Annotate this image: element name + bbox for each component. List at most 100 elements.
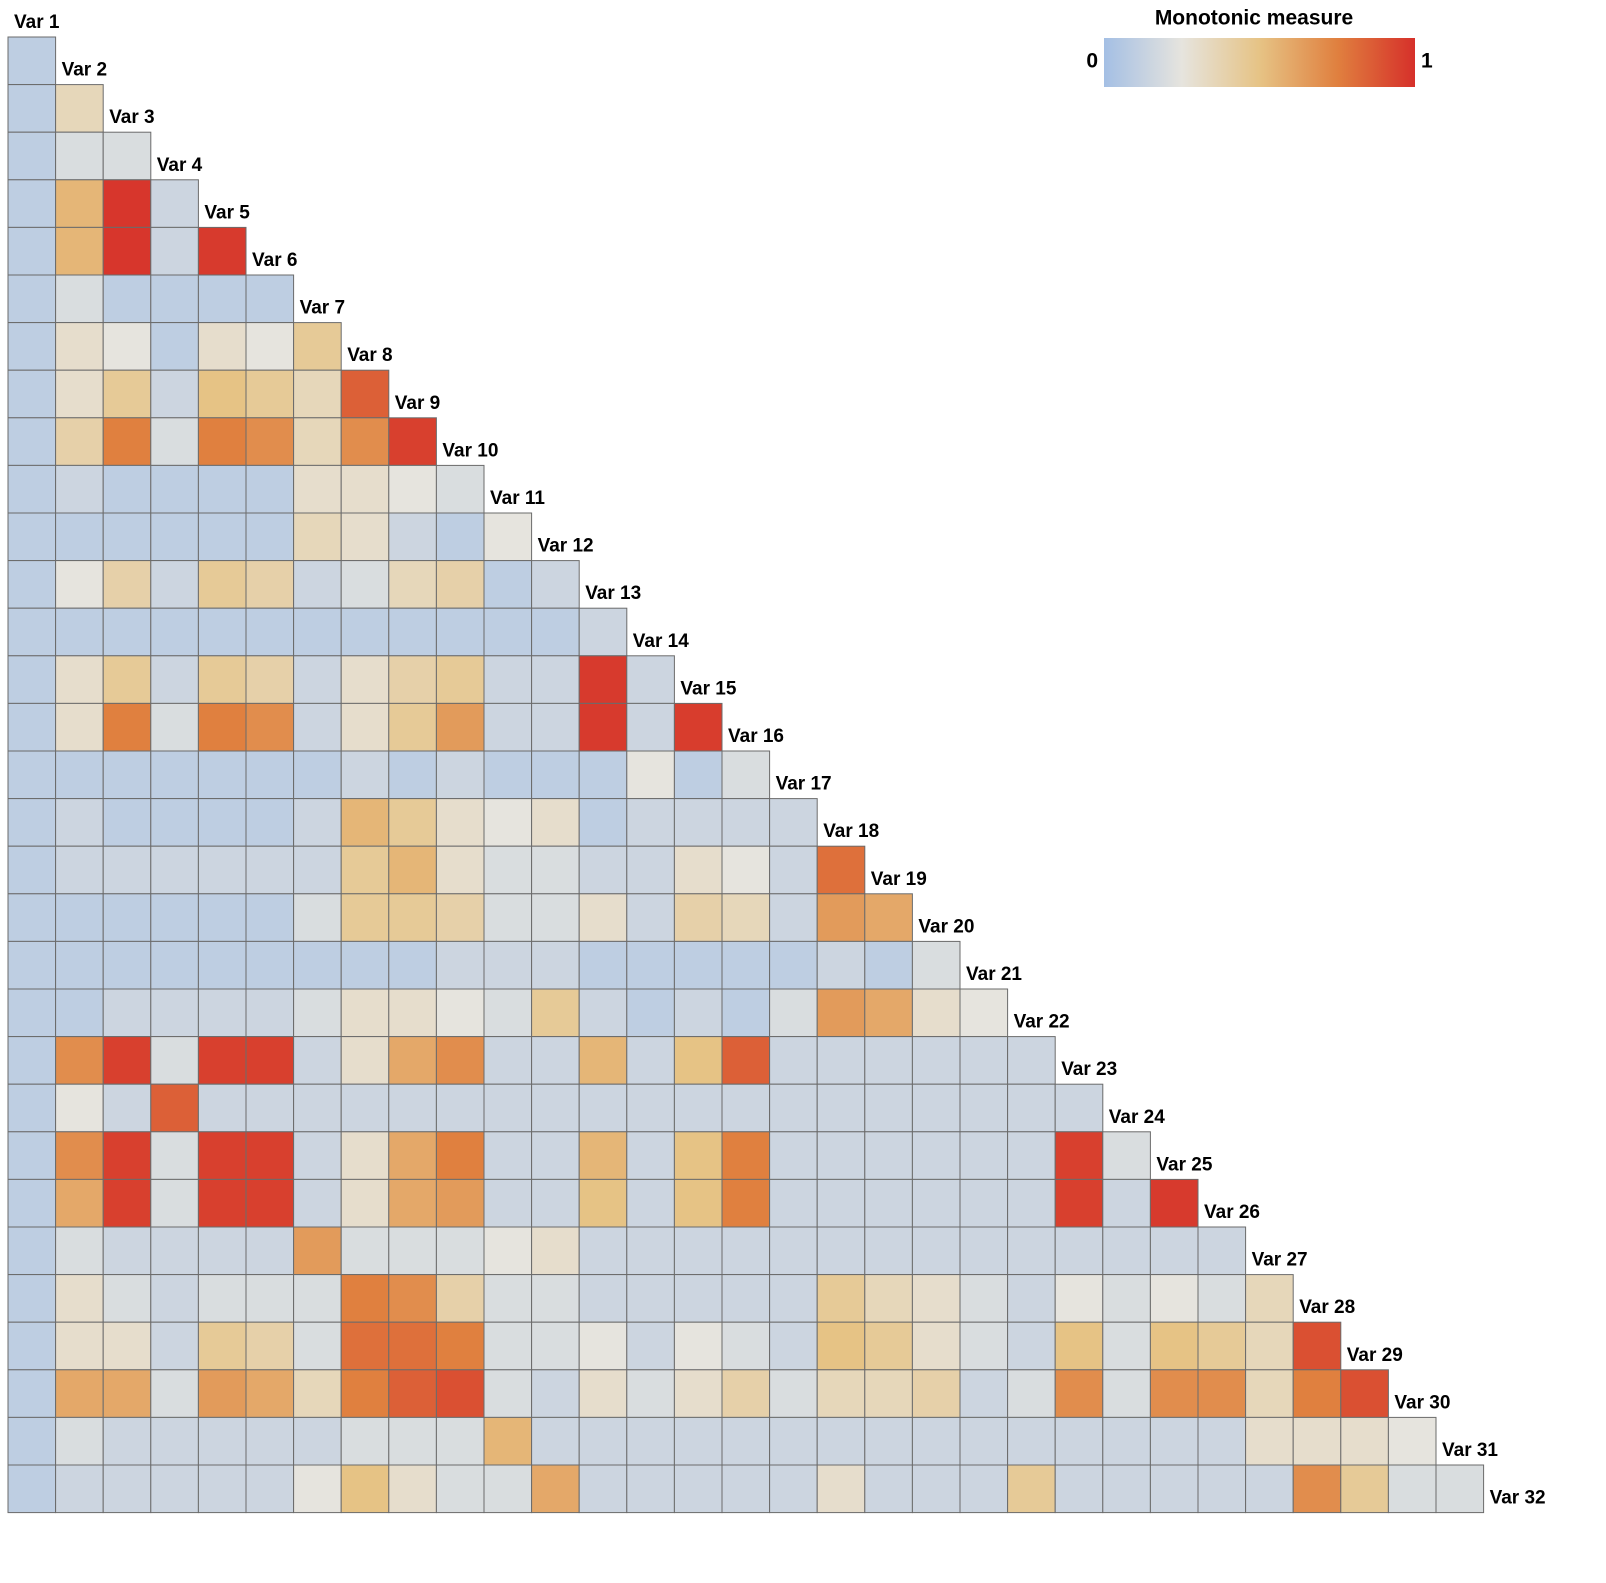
cell [911,1131,961,1180]
cell [435,512,485,562]
cell [7,131,57,181]
cell [245,369,295,419]
cell [388,607,437,657]
cell [102,1369,152,1418]
cell [769,845,818,895]
cell [1102,1226,1151,1276]
cell [197,607,247,657]
cell [245,322,295,371]
cell [1245,1416,1294,1466]
cell [55,893,104,942]
cell [673,1178,723,1228]
cell [864,1464,913,1514]
cell [293,560,342,609]
cell [197,1083,247,1133]
cell [769,1131,818,1180]
cell [197,417,247,466]
cell [531,560,580,609]
cell [150,655,199,704]
cell [102,131,152,181]
cell [7,512,57,562]
cell [959,1178,1009,1228]
cell [959,1369,1009,1418]
cell [673,1036,723,1085]
cell [1435,1464,1485,1514]
cell [102,1274,152,1323]
cell [55,750,104,800]
cell [1340,1464,1389,1514]
cell [1054,1416,1104,1466]
cell [673,1321,723,1371]
cell [578,1036,628,1085]
cell [245,1083,295,1133]
cell [435,702,485,752]
cell [55,84,104,133]
cell [864,988,913,1038]
cell [959,988,1009,1038]
cell [721,1178,771,1228]
cell [245,1226,295,1276]
cell [435,655,485,704]
cell [55,274,104,324]
cell [293,1321,342,1371]
cell [911,1274,961,1323]
cell [150,512,199,562]
cell [55,607,104,657]
variable-label: Var 7 [300,298,345,319]
cell [150,1036,199,1085]
cell [55,131,104,181]
cell [7,702,57,752]
cell [769,1036,818,1085]
cell [1197,1464,1247,1514]
cell [1054,1083,1104,1133]
cell [245,1321,295,1371]
cell [435,1083,485,1133]
cell [55,369,104,419]
cell [388,1083,437,1133]
cell [55,417,104,466]
cell [864,893,913,942]
cell [7,1464,57,1514]
cell [531,607,580,657]
cell [197,274,247,324]
cell [102,226,152,276]
cell [1245,1369,1294,1418]
cell [435,940,485,990]
cell [388,988,437,1038]
cell [673,1131,723,1180]
cell [435,893,485,942]
cell [1149,1226,1199,1276]
cell [483,1464,533,1514]
cell [388,1036,437,1085]
cell [531,940,580,990]
cell [7,655,57,704]
cell [102,1464,152,1514]
cell [673,1416,723,1466]
cell [388,1416,437,1466]
cell [578,1083,628,1133]
cell [197,1464,247,1514]
cell [483,893,533,942]
cell [102,1416,152,1466]
cell [531,750,580,800]
cell [721,1083,771,1133]
cell [150,369,199,419]
cell [55,226,104,276]
cell [959,1226,1009,1276]
cell [626,1321,675,1371]
cell [293,512,342,562]
cell [769,1416,818,1466]
cell [1197,1226,1247,1276]
cell [340,512,390,562]
cell [1197,1416,1247,1466]
cell [531,1321,580,1371]
cell [293,893,342,942]
cell [7,1178,57,1228]
cell [102,1131,152,1180]
variable-label: Var 8 [347,345,392,366]
colorbar-tick-label: 1 [1421,50,1433,73]
cell [55,1464,104,1514]
cell [293,750,342,800]
cell [1054,1274,1104,1323]
cell [245,655,295,704]
